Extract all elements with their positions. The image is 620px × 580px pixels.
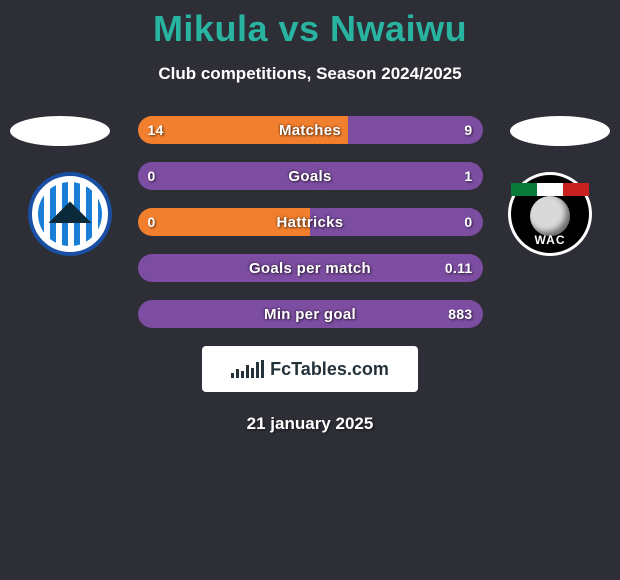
stat-value-right: 0.11 [445, 254, 473, 282]
stat-bar: Goals per match0.11 [138, 254, 483, 282]
stat-bar-left [138, 116, 348, 144]
club-logo-left [28, 172, 112, 256]
vs-text: vs [278, 8, 319, 49]
stat-value-left: 0 [148, 208, 156, 236]
stat-value-left: 14 [148, 116, 164, 144]
stat-bar-left [138, 208, 311, 236]
stat-bar-right [310, 208, 483, 236]
player1-name: Mikula [153, 8, 268, 49]
player2-pedestal [510, 116, 610, 146]
stat-bar-right [138, 300, 483, 328]
brand-badge: FcTables.com [202, 346, 418, 392]
stat-bar: Min per goal883 [138, 300, 483, 328]
player2-name: Nwaiwu [330, 8, 467, 49]
player1-pedestal [10, 116, 110, 146]
date-text: 21 january 2025 [0, 414, 620, 434]
stat-bars: Matches149Goals01Hattricks00Goals per ma… [138, 116, 483, 328]
stat-value-right: 9 [464, 116, 472, 144]
club-logo-right: WAC [508, 172, 592, 256]
subtitle: Club competitions, Season 2024/2025 [0, 64, 620, 84]
comparison-stage: WAC Matches149Goals01Hattricks00Goals pe… [0, 116, 620, 328]
stat-bar: Hattricks00 [138, 208, 483, 236]
club-logo-right-text: WAC [511, 233, 589, 247]
stat-bar: Matches149 [138, 116, 483, 144]
stat-value-right: 883 [448, 300, 472, 328]
page-title: Mikula vs Nwaiwu [0, 0, 620, 50]
stat-value-left: 0 [148, 162, 156, 190]
stat-bar-right [348, 116, 483, 144]
stat-bar: Goals01 [138, 162, 483, 190]
stat-bar-right [138, 162, 483, 190]
brand-spark-icon [231, 360, 264, 378]
stat-bar-right [138, 254, 483, 282]
brand-text: FcTables.com [270, 359, 389, 380]
stat-value-right: 1 [464, 162, 472, 190]
stat-value-right: 0 [464, 208, 472, 236]
